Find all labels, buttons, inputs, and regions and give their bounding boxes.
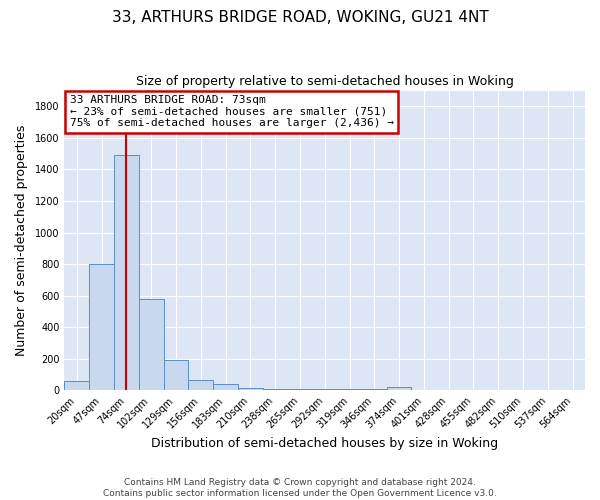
Bar <box>238 388 263 390</box>
X-axis label: Distribution of semi-detached houses by size in Woking: Distribution of semi-detached houses by … <box>151 437 498 450</box>
Bar <box>89 264 114 390</box>
Bar <box>64 381 89 390</box>
Y-axis label: Number of semi-detached properties: Number of semi-detached properties <box>15 124 28 356</box>
Bar <box>139 299 164 390</box>
Bar <box>164 360 188 390</box>
Title: Size of property relative to semi-detached houses in Woking: Size of property relative to semi-detach… <box>136 75 514 88</box>
Bar <box>263 388 287 390</box>
Bar <box>213 384 238 390</box>
Bar <box>188 380 213 390</box>
Bar <box>114 155 139 390</box>
Text: Contains HM Land Registry data © Crown copyright and database right 2024.
Contai: Contains HM Land Registry data © Crown c… <box>103 478 497 498</box>
Text: 33, ARTHURS BRIDGE ROAD, WOKING, GU21 4NT: 33, ARTHURS BRIDGE ROAD, WOKING, GU21 4N… <box>112 10 488 25</box>
Bar <box>386 387 412 390</box>
Text: 33 ARTHURS BRIDGE ROAD: 73sqm
← 23% of semi-detached houses are smaller (751)
75: 33 ARTHURS BRIDGE ROAD: 73sqm ← 23% of s… <box>70 95 394 128</box>
